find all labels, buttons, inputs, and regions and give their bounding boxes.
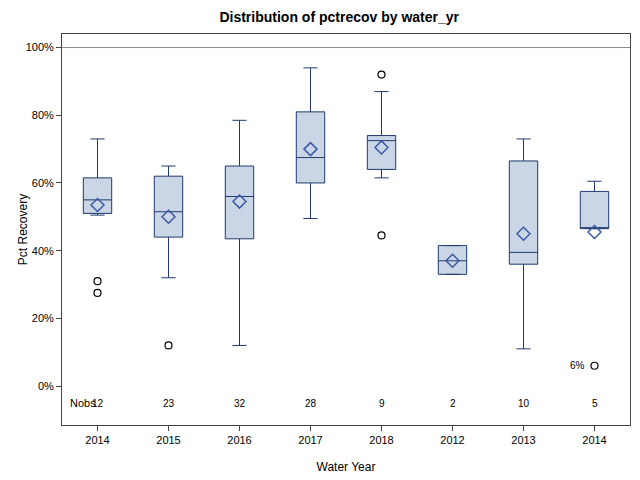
svg-text:0%: 0%	[38, 380, 54, 392]
svg-text:Water Year: Water Year	[317, 460, 376, 474]
svg-text:28: 28	[305, 398, 317, 409]
svg-text:23: 23	[163, 398, 175, 409]
svg-text:12: 12	[92, 398, 104, 409]
svg-text:Pct Recovery: Pct Recovery	[16, 194, 30, 265]
svg-text:2015: 2015	[156, 434, 180, 446]
svg-text:2014: 2014	[582, 434, 606, 446]
svg-text:2012: 2012	[440, 434, 464, 446]
svg-text:2014: 2014	[85, 434, 109, 446]
svg-text:40%: 40%	[32, 245, 54, 257]
svg-text:6%: 6%	[570, 360, 585, 371]
svg-text:32: 32	[234, 398, 246, 409]
svg-text:10: 10	[518, 398, 530, 409]
svg-text:2016: 2016	[227, 434, 251, 446]
svg-text:80%: 80%	[32, 109, 54, 121]
svg-text:Nobs: Nobs	[70, 397, 96, 409]
svg-text:2013: 2013	[511, 434, 535, 446]
svg-text:20%: 20%	[32, 312, 54, 324]
svg-text:2018: 2018	[369, 434, 393, 446]
svg-text:2017: 2017	[298, 434, 322, 446]
svg-text:5: 5	[592, 398, 598, 409]
svg-text:9: 9	[379, 398, 385, 409]
svg-text:100%: 100%	[26, 41, 54, 53]
svg-text:2: 2	[450, 398, 456, 409]
svg-text:60%: 60%	[32, 177, 54, 189]
svg-text:Distribution of pctrecov by wa: Distribution of pctrecov by water_yr	[219, 9, 459, 25]
